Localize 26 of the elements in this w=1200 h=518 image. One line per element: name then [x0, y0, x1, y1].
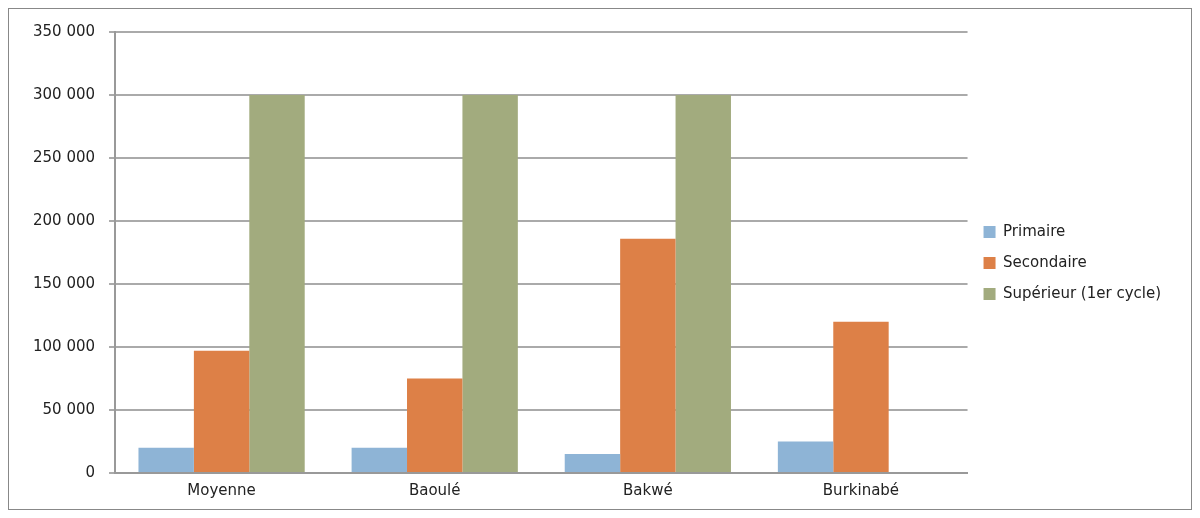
x-tick-label: Baoulé: [408, 480, 461, 499]
bar: [407, 378, 463, 472]
bar: [620, 238, 676, 472]
bar: [138, 447, 194, 472]
bar: [777, 441, 834, 472]
y-tick-label: 0: [85, 462, 96, 481]
y-tick-label: 100 000: [33, 336, 96, 355]
y-tick-label: 350 000: [33, 21, 96, 40]
x-tick-label: Burkinabé: [822, 480, 900, 499]
bar: [462, 95, 518, 472]
legend-label: Secondaire: [1003, 252, 1087, 271]
y-tick-label: 150 000: [33, 273, 96, 292]
y-tick-label: 250 000: [33, 147, 96, 166]
legend-label: Primaire: [1003, 221, 1066, 240]
bar: [193, 350, 250, 472]
y-tick-label: 200 000: [33, 210, 96, 229]
bar: [833, 321, 889, 472]
legend-label: Supérieur (1er cycle): [1003, 283, 1162, 302]
bar: [675, 95, 731, 472]
x-tick-label: Moyenne: [187, 480, 256, 499]
x-tick-label: Bakwé: [623, 480, 673, 499]
bar: [249, 95, 305, 472]
bar: [564, 454, 621, 472]
y-tick-label: 300 000: [33, 84, 96, 103]
bar: [351, 447, 408, 472]
y-tick-label: 50 000: [42, 399, 96, 418]
